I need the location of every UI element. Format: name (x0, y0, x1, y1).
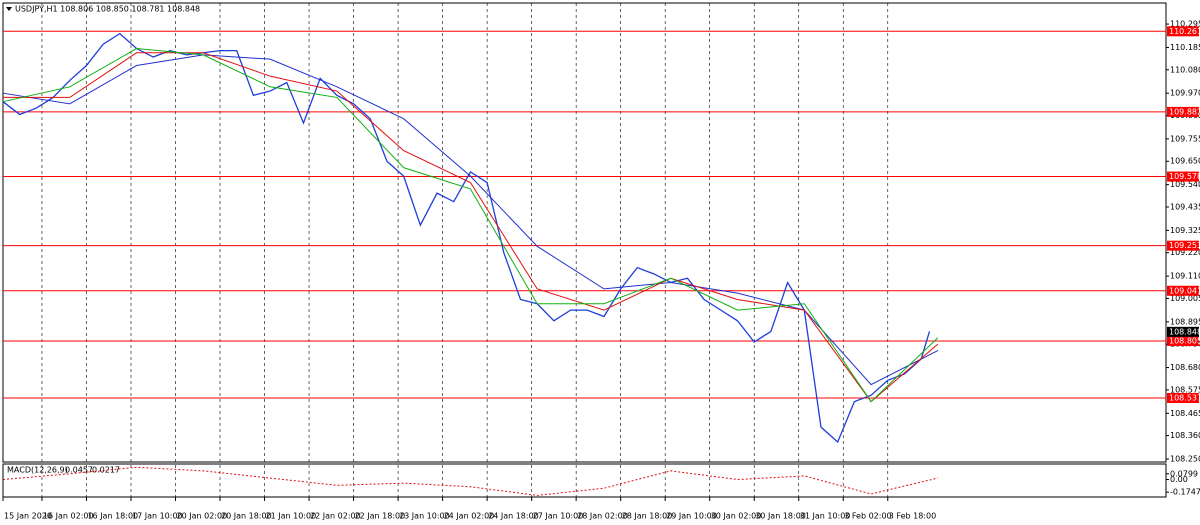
y-tick-label: 108.575 (1170, 385, 1200, 394)
x-tick-label: 28 Jan 18:00 (622, 512, 673, 521)
price-label: 108.848 (1169, 327, 1200, 336)
level-label-bg (1167, 26, 1199, 37)
macd-main-value: 0.0457 (65, 466, 93, 475)
macd-y-tick-label: 0.0799 (1170, 469, 1198, 478)
price-line (2, 32, 931, 444)
y-tick-label: 108.895 (1170, 317, 1200, 326)
chart-title: USDJPY,H1 108.806 108.850 108.781 108.84… (15, 5, 200, 14)
level-label-bg (1167, 392, 1199, 403)
x-tick-label: 29 Jan 10:00 (666, 512, 717, 521)
moving-average (2, 54, 939, 386)
x-tick-label: 22 Jan 18:00 (355, 512, 406, 521)
y-tick-label: 108.680 (1170, 363, 1200, 372)
y-tick-label: 109.325 (1170, 226, 1200, 235)
macd-y-tick-label: 0.00 (1170, 475, 1188, 484)
y-tick-label: 109.755 (1170, 134, 1200, 143)
level-label: 109.253 (1169, 241, 1200, 250)
x-tick-label: 28 Jan 02:00 (577, 512, 628, 521)
x-tick-label: 23 Jan 10:00 (399, 512, 450, 521)
level-label: 109.882 (1169, 107, 1200, 116)
level-label: 109.041 (1169, 286, 1200, 295)
moving-average (2, 48, 939, 403)
x-tick-label: 21 Jan 10:00 (266, 512, 317, 521)
level-label-bg (1167, 171, 1199, 182)
level-label-bg (1167, 106, 1199, 117)
x-tick-label: 20 Jan 18:00 (221, 512, 272, 521)
y-tick-label: 109.220 (1170, 248, 1200, 257)
x-tick-label: 22 Jan 02:00 (310, 512, 361, 521)
x-tick-label: 30 Jan 18:00 (755, 512, 806, 521)
price-label-bg (1167, 326, 1199, 337)
level-label: 110.261 (1169, 27, 1200, 36)
x-tick-label: 3 Feb 02:00 (844, 512, 891, 521)
y-tick-label: 110.185 (1170, 43, 1200, 52)
x-tick-label: 17 Jan 10:00 (132, 512, 183, 521)
y-tick-label: 108.360 (1170, 431, 1200, 440)
x-tick-label: 15 Jan 2020 (4, 512, 52, 521)
x-tick-label: 24 Jan 02:00 (444, 512, 495, 521)
x-tick-label: 16 Jan 02:00 (43, 512, 94, 521)
x-tick-label: 16 Jan 18:00 (87, 512, 138, 521)
level-label-bg (1167, 335, 1199, 346)
x-tick-label: 27 Jan 10:00 (533, 512, 584, 521)
macd-signal (2, 466, 938, 496)
y-tick-label: 109.435 (1170, 202, 1200, 211)
level-label-bg (1167, 240, 1199, 251)
y-tick-label: 110.295 (1170, 20, 1200, 29)
macd-y-tick-label: -0.1747 (1170, 488, 1200, 497)
x-tick-label: 3 Feb 18:00 (889, 512, 936, 521)
x-tick-label: 20 Jan 02:00 (177, 512, 228, 521)
y-tick-label: 110.080 (1170, 65, 1200, 74)
y-tick-label: 108.250 (1170, 455, 1200, 464)
y-tick-label: 109.970 (1170, 89, 1200, 98)
x-tick-label: 24 Jan 18:00 (488, 512, 539, 521)
level-label: 108.805 (1169, 336, 1200, 345)
y-tick-label: 108.465 (1170, 409, 1200, 418)
y-tick-label: 109.110 (1170, 272, 1200, 281)
level-label: 109.578 (1169, 172, 1200, 181)
y-tick-label: 109.005 (1170, 294, 1200, 303)
level-label-bg (1167, 285, 1199, 296)
y-tick-label: 109.650 (1170, 157, 1200, 166)
level-label: 108.537 (1169, 393, 1200, 402)
x-tick-label: 31 Jan 10:00 (800, 512, 851, 521)
symbol-icon (6, 7, 12, 11)
x-tick-label: 30 Jan 02:00 (711, 512, 762, 521)
moving-average (3, 52, 939, 403)
macd-title: MACD(12,26,9) (7, 466, 68, 475)
macd-signal-value: 0.0217 (92, 466, 120, 475)
y-tick-label: 109.540 (1170, 180, 1200, 189)
macd-frame (2, 463, 1167, 498)
